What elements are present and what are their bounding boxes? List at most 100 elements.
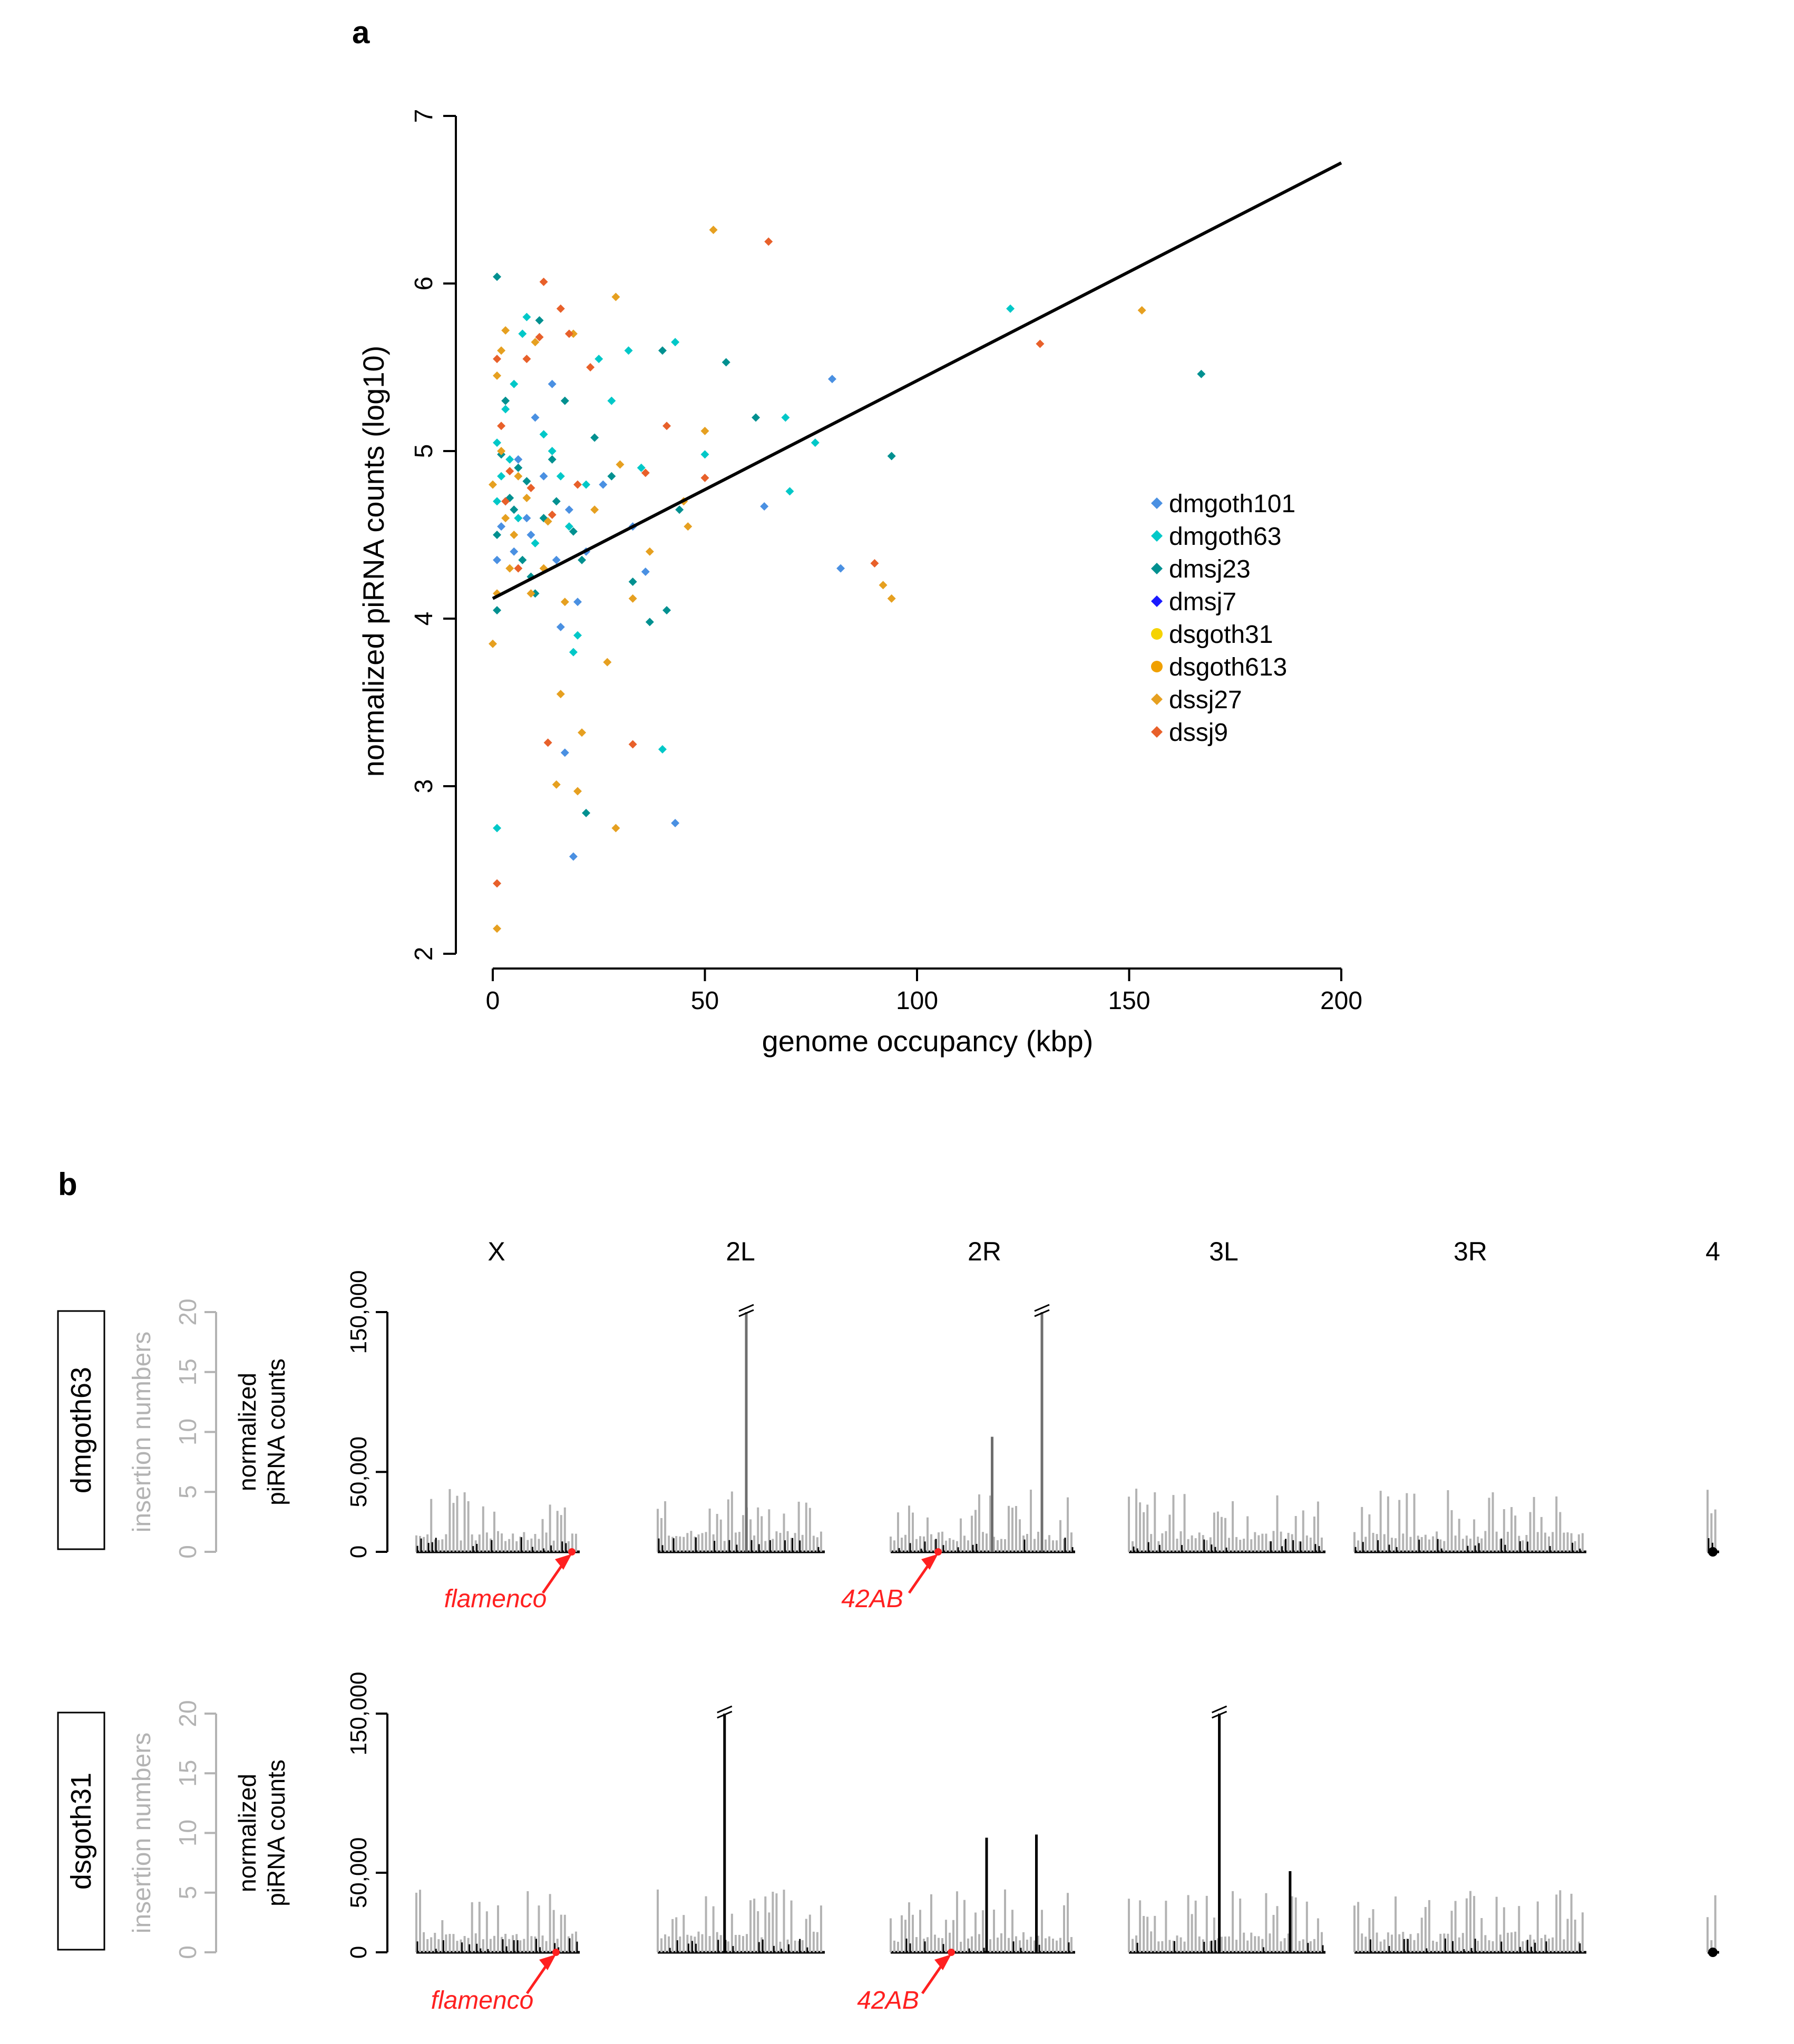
data-point [599, 480, 608, 489]
y-tick-label: 5 [410, 444, 438, 458]
legend: dmgoth101 dmgoth63 dmsj23 dmsj7 dsgoth31 dsgo… [1151, 490, 1295, 747]
axis-break-mark [1034, 1309, 1050, 1317]
cluster-label: 42AB [841, 1585, 903, 1613]
data-point [700, 473, 709, 482]
pirna-tick-label: 50,000 [346, 1837, 372, 1909]
chromosome-track [415, 1890, 580, 1954]
data-point [879, 581, 888, 590]
data-point [573, 598, 582, 607]
pirna-tick-label: 150,000 [346, 1270, 372, 1354]
data-point [590, 505, 599, 514]
data-point [641, 468, 650, 477]
data-point [531, 539, 540, 547]
data-point [543, 517, 552, 526]
chromosome-track [1128, 1891, 1325, 1954]
data-point [510, 379, 519, 388]
data-point [522, 477, 531, 486]
data-point [493, 879, 502, 888]
cluster-label: 42AB [857, 1987, 919, 2014]
data-point [556, 304, 565, 313]
data-point [573, 480, 582, 489]
data-point [760, 502, 769, 511]
data-point [489, 480, 497, 489]
data-point [811, 438, 820, 447]
pirna-axis-label-1: normalized [233, 1774, 261, 1892]
data-point [505, 455, 514, 464]
data-point [828, 375, 836, 384]
data-point [628, 740, 637, 749]
cluster-label: flamenco [444, 1585, 547, 1613]
data-point [641, 567, 650, 576]
legend-marker [1151, 726, 1163, 738]
data-point [611, 824, 620, 833]
data-point [501, 326, 510, 335]
data-point [569, 852, 578, 861]
legend-marker [1151, 661, 1163, 672]
cluster-location-dot [552, 1949, 560, 1956]
data-point [594, 355, 603, 364]
y-tick-label: 2 [410, 947, 438, 961]
data-point [564, 522, 573, 531]
insertion-axis-label: insertion numbers [128, 1332, 156, 1533]
chromosome-track [1707, 1490, 1719, 1553]
pirna-axis-label-1: normalized [233, 1373, 261, 1491]
data-point [531, 413, 540, 422]
regression-line [492, 161, 1342, 600]
data-point [501, 497, 510, 506]
chromosome-track [415, 1489, 580, 1553]
chromosome-label: 2R [968, 1237, 1001, 1266]
data-point [611, 292, 620, 301]
data-point [493, 555, 502, 564]
chromosome-track [890, 1889, 1075, 1954]
cluster-arrow-head [934, 1954, 951, 1970]
legend-entry: dssj27 [1169, 686, 1242, 714]
data-point [535, 316, 544, 325]
panel-b-label: b [58, 1167, 77, 1202]
data-point [560, 748, 569, 757]
data-point [531, 338, 540, 347]
legend-entry: dsgoth31 [1169, 621, 1273, 649]
data-point [764, 237, 773, 246]
data-point [548, 379, 557, 388]
data-point [539, 472, 548, 481]
cluster-arrow-head [555, 1554, 572, 1570]
axis-break-mark [1034, 1304, 1050, 1312]
data-point [526, 531, 535, 539]
data-point [526, 589, 535, 598]
flamenco-marker: flamenco [431, 1949, 560, 2014]
pirna-axis-label-2: piRNA counts [262, 1759, 290, 1906]
data-point [645, 618, 654, 627]
insertion-tick-label: 20 [174, 1298, 201, 1325]
chromosome-labels: X 2L 2R 3L 3R 4 [487, 1237, 1720, 1266]
data-point [586, 363, 595, 371]
data-point [616, 460, 625, 469]
data-point [582, 480, 591, 489]
42AB-marker: 42AB [857, 1949, 955, 2014]
x-ticks: 0 50 100 150 200 [486, 969, 1362, 1015]
data-point [560, 396, 569, 405]
data-point [671, 338, 680, 347]
data-point [582, 808, 591, 817]
insertion-axis-label: insertion numbers [128, 1733, 156, 1934]
data-point [514, 472, 523, 481]
scatter-plot: 0 50 100 150 200 2 3 4 5 6 7 genome occupancy (kb… [357, 109, 1362, 1058]
y-tick-label: 3 [410, 779, 438, 794]
data-point [510, 505, 519, 514]
x-axis-label: genome occupancy (kbp) [762, 1024, 1094, 1058]
data-point [684, 522, 693, 531]
data-point [493, 272, 502, 281]
axis-break-mark [1211, 1710, 1227, 1719]
chromosome-track [657, 1491, 825, 1553]
insertion-tick-label: 5 [174, 1886, 201, 1900]
data-point [497, 447, 506, 455]
chromosome-track [890, 1490, 1075, 1553]
insertion-tick-label: 15 [174, 1358, 201, 1385]
data-point [514, 463, 523, 472]
chromosome-track [657, 1889, 825, 1954]
data-point [556, 690, 565, 699]
genome-tracks: dmgoth63 insertion numbers 0 5 10 15 20 normali… [57, 1270, 1719, 2014]
data-point [493, 824, 502, 833]
data-point [709, 226, 718, 234]
data-point [522, 494, 531, 503]
chromosome-label: 3R [1454, 1237, 1487, 1266]
